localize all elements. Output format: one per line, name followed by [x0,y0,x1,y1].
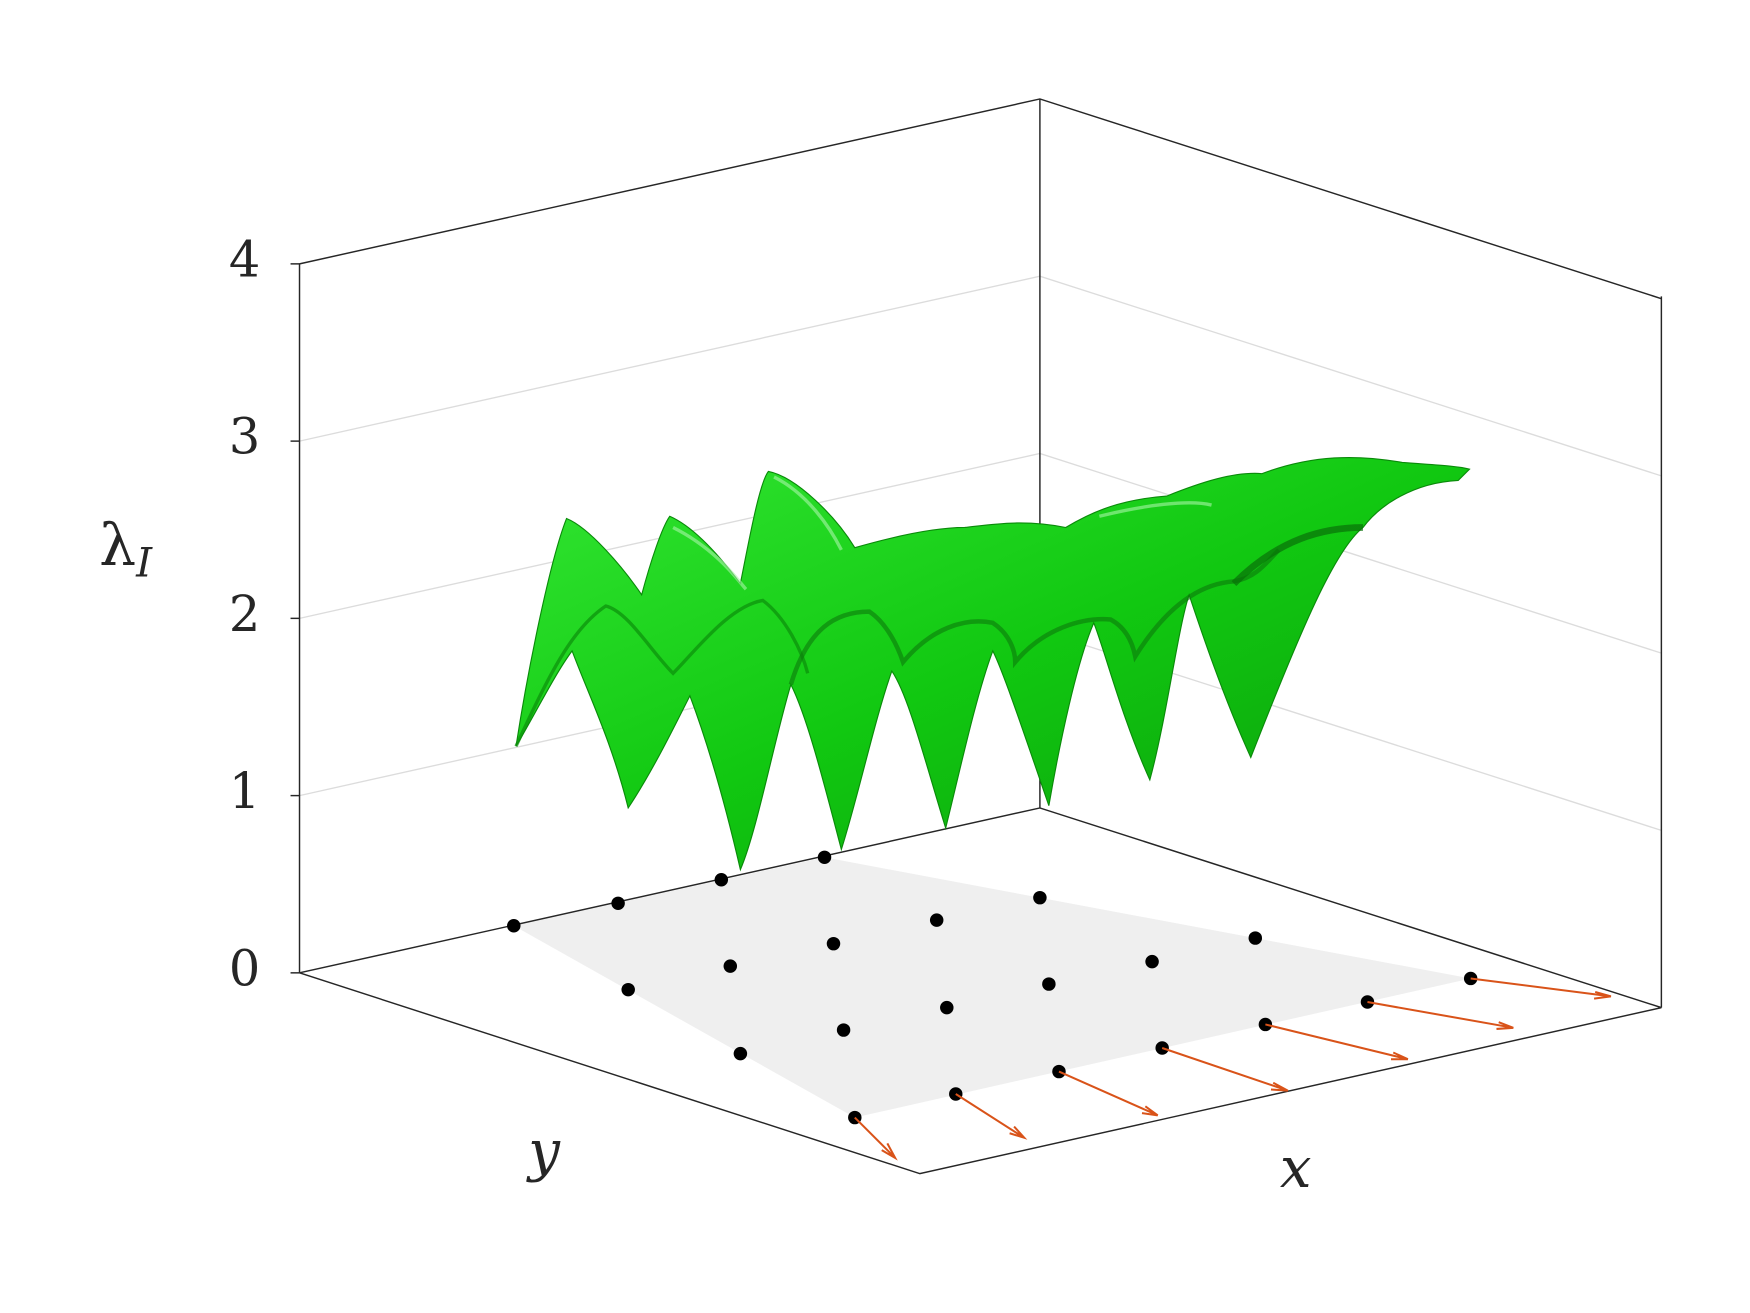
point [1155,1041,1169,1055]
z-tick-label: 4 [229,230,260,288]
point [611,896,625,911]
z-tick-label: 0 [229,939,260,997]
z-tick-label: 2 [229,585,260,643]
arrow [955,1093,1028,1140]
point [940,1000,954,1015]
arrow [1058,1070,1159,1117]
point [836,1023,851,1037]
z-axis-label: λI [99,511,153,586]
arrow [1470,977,1612,1000]
x-axis-label: x [1280,1136,1312,1201]
point [714,873,729,887]
point [1248,931,1263,945]
arrow [1367,1001,1514,1030]
grid-line [299,275,1662,477]
point [817,850,832,865]
axis-edge [299,98,1662,300]
arrow [1265,1023,1409,1061]
floor-front-edge [299,972,1662,1175]
z-label-subscript: I [135,539,153,586]
point [929,913,944,927]
point [1042,977,1056,991]
z-label-main: λ [99,511,136,579]
lattice-points [507,850,1478,1125]
floor-patch [513,857,1471,1118]
point [507,919,521,933]
z-tick-label: 1 [229,762,260,820]
y-axis-label: y [525,1119,561,1184]
point [1258,1017,1273,1032]
point [621,982,635,997]
z-tick-label: 3 [229,408,260,466]
arrow [854,1116,898,1161]
point [733,1046,748,1061]
point [1052,1064,1066,1079]
arrow [1161,1047,1289,1092]
point [1033,890,1047,905]
surface [514,456,1471,872]
point [723,959,738,973]
point [826,936,841,951]
point [1145,954,1159,969]
arrows [854,977,1612,1161]
